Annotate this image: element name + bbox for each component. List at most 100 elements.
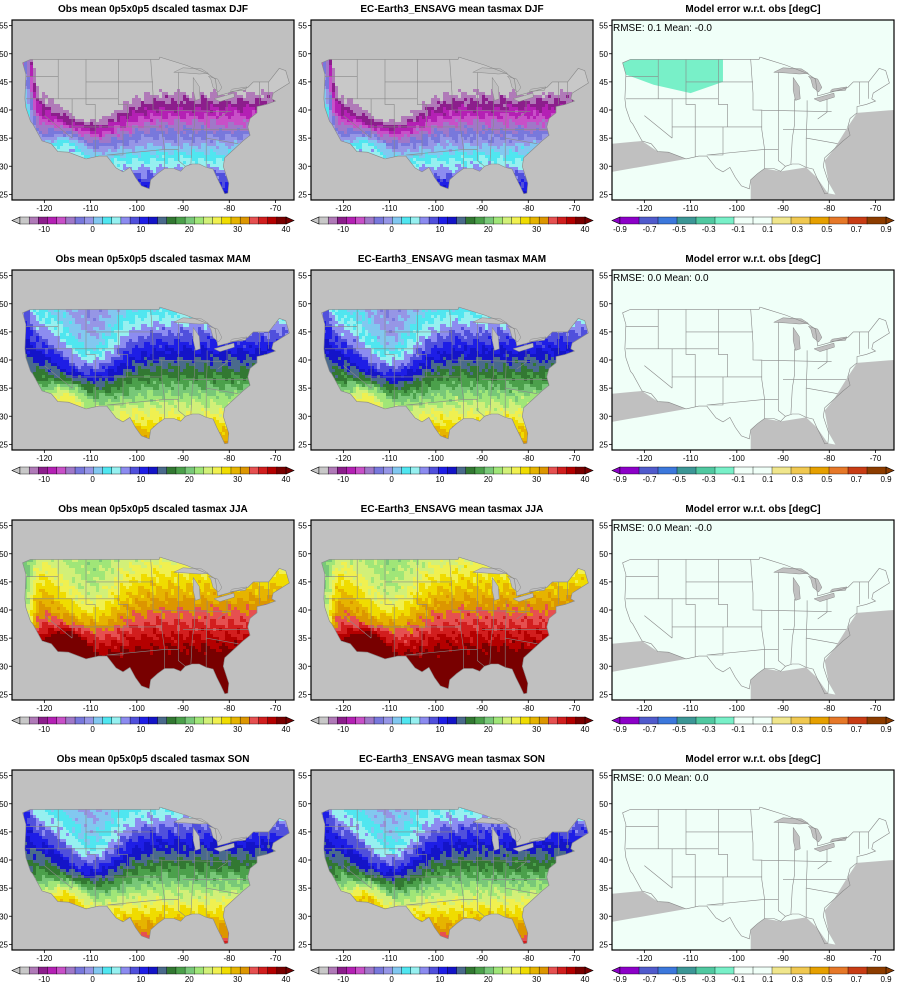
colorbar-swatch <box>93 966 104 975</box>
panel-title: Model error w.r.t. obs [degC] <box>609 254 897 265</box>
colorbar-swatch <box>364 216 375 225</box>
lat-tick-label: 25 <box>0 940 9 949</box>
lon-tick-label: -100 <box>129 204 146 213</box>
lon-tick-label: -90 <box>476 704 488 713</box>
colorbar-swatch <box>318 966 329 975</box>
colorbar-swatch <box>465 466 476 475</box>
great-lake <box>829 336 848 342</box>
colorbar-swatch <box>493 966 503 975</box>
country-outline <box>321 306 589 445</box>
mexico-mask <box>612 640 686 672</box>
colorbar-swatch <box>239 716 250 725</box>
colorbar-label: 20 <box>185 225 194 234</box>
colorbar-label: 40 <box>282 225 291 234</box>
colorbar-swatch <box>752 216 773 225</box>
colorbar-swatch <box>166 466 177 475</box>
colorbar-swatch <box>230 216 241 225</box>
colorbar-label: 0.7 <box>851 225 863 234</box>
lon-tick-label: -70 <box>270 704 282 713</box>
lon-tick-label: -90 <box>476 454 488 463</box>
lat-tick-label: 55 <box>0 272 9 281</box>
lat-tick-label: 35 <box>0 634 9 643</box>
lat-tick-label: 45 <box>0 78 9 87</box>
colorbar-swatch <box>111 216 122 225</box>
colorbar-swatch <box>166 716 177 725</box>
colorbar-label: 20 <box>484 475 493 484</box>
colorbar-swatch <box>148 716 159 725</box>
colorbar-label: -0.3 <box>702 225 716 234</box>
great-lake <box>213 342 235 352</box>
colorbar-swatch <box>327 466 338 475</box>
colorbar-label: -10 <box>38 725 50 734</box>
colorbar-swatch <box>346 966 357 975</box>
colorbar: -10 0 10 20 30 40 <box>11 716 295 734</box>
lat-tick-label: 35 <box>0 884 9 893</box>
great-lake <box>207 575 223 593</box>
lon-tick-label: -120 <box>636 204 653 213</box>
colorbar-swatch <box>373 716 384 725</box>
colorbar-swatch <box>249 216 259 225</box>
lon-tick-label: -100 <box>428 454 445 463</box>
colorbar-right-arrow <box>885 466 895 475</box>
colorbar-swatch <box>474 716 485 725</box>
colorbar-swatch <box>120 716 131 725</box>
error-stats: RMSE: 0.0 Mean: 0.0 <box>613 773 709 784</box>
colorbar-swatch <box>866 716 887 725</box>
great-lake <box>512 92 534 102</box>
colorbar-swatch <box>74 216 85 225</box>
colorbar-label: 0.9 <box>880 975 892 984</box>
colorbar-swatch <box>638 966 659 975</box>
state-borders <box>25 559 269 669</box>
colorbar-swatch <box>148 966 159 975</box>
colorbar-swatch <box>203 216 214 225</box>
colorbar-swatch <box>493 716 503 725</box>
colorbar-swatch <box>373 466 384 475</box>
lat-tick-label: 25 <box>0 440 9 449</box>
lat-tick-label: 25 <box>0 690 9 699</box>
lat-tick-label: 55 <box>298 272 307 281</box>
lat-tick-label: 40 <box>599 606 608 615</box>
colorbar-swatch <box>438 716 448 725</box>
colorbar-label: 30 <box>532 975 541 984</box>
lat-tick-label: 45 <box>0 828 9 837</box>
colorbar: -10 0 10 20 30 40 <box>310 966 594 984</box>
great-lake <box>192 326 201 351</box>
lat-tick-label: 45 <box>298 78 307 87</box>
colorbar-swatch <box>511 966 522 975</box>
colorbar-swatch <box>239 966 250 975</box>
colorbar-swatch <box>175 966 186 975</box>
great-lake <box>512 592 534 602</box>
colorbar-label: 0.7 <box>851 975 863 984</box>
colorbar-swatch <box>221 216 232 225</box>
lon-tick-label: -70 <box>569 954 581 963</box>
colorbar-swatch <box>111 716 122 725</box>
lon-tick-label: -80 <box>223 454 235 463</box>
non-land-mask <box>12 270 294 450</box>
colorbar-swatch <box>337 216 348 225</box>
lon-tick-label: -110 <box>683 204 699 213</box>
lat-tick-label: 45 <box>599 828 608 837</box>
colorbar-swatch <box>383 966 393 975</box>
colorbar-swatch <box>194 216 204 225</box>
colorbar-swatch <box>355 216 366 225</box>
lat-tick-label: 45 <box>0 328 9 337</box>
lat-tick-label: 35 <box>298 384 307 393</box>
colorbar-label: 0.1 <box>762 975 774 984</box>
colorbar-swatch <box>575 966 586 975</box>
colorbar-swatch <box>410 216 421 225</box>
lon-tick-label: -100 <box>428 954 445 963</box>
colorbar: -0.9 -0.7 -0.5 -0.3 -0.1 0.1 0.3 0.5 0.7 0.9 <box>611 966 895 984</box>
colorbar-swatch <box>428 716 439 725</box>
lat-tick-label: 50 <box>599 800 608 809</box>
colorbar-label: 0.3 <box>792 975 804 984</box>
lat-tick-label: 25 <box>298 440 307 449</box>
colorbar-right-arrow <box>584 716 594 725</box>
colorbar-swatch <box>410 466 421 475</box>
colorbar-swatch <box>809 466 830 475</box>
colorbar-swatch <box>733 966 754 975</box>
great-lake <box>229 86 248 92</box>
colorbar-swatch <box>194 966 204 975</box>
great-lake <box>213 92 235 102</box>
colorbar-swatch <box>249 716 259 725</box>
